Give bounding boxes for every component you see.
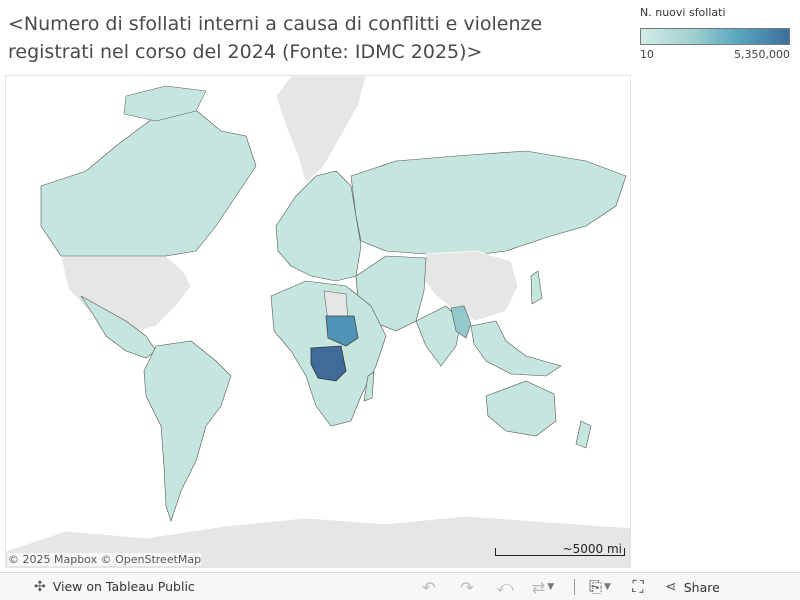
map-scale: ~5000 mi [495,540,626,556]
color-legend: N. nuovi sfollati 10 5,350,000 [640,6,795,61]
country-russia[interactable] [350,150,627,257]
tableau-toolbar: ✣ View on Tableau Public ↶ ↷ ⤺ ⇄ ▼ ⎘ ▼ ⛶ ⋖… [0,572,800,600]
view-on-tableau-link[interactable]: ✣ View on Tableau Public [34,579,195,595]
map-attribution: © 2025 Mapbox © OpenStreetMap [8,553,202,566]
view-on-tableau-label: View on Tableau Public [52,579,195,594]
country-sudan[interactable] [325,315,359,347]
redo-icon: ↷ [460,577,474,597]
revert-button[interactable]: ⤺ [494,576,516,598]
country-mexico[interactable] [80,295,157,359]
legend-max-label: 5,350,000 [734,48,790,61]
fullscreen-icon: ⛶ [632,577,644,596]
country-south-america[interactable] [143,340,232,522]
mapbox-attribution[interactable]: © 2025 Mapbox [8,553,98,566]
map-title: <Numero di sfollati interni a causa di c… [8,13,543,63]
chevron-down-icon: ▼ [603,582,611,592]
world-map[interactable] [5,75,631,568]
country-new-zealand[interactable] [575,420,592,449]
country-usa[interactable] [60,255,192,333]
share-icon: ⋖ [665,579,677,595]
country-madagascar[interactable] [363,371,375,402]
refresh-icon: ⇄ [531,577,546,597]
refresh-button[interactable]: ⇄ ▼ [532,576,554,598]
legend-color-ramp [640,28,790,45]
share-label: Share [683,579,720,595]
scale-label: ~5000 mi [562,542,622,556]
country-india[interactable] [415,305,462,367]
map-canvas[interactable] [6,76,631,568]
country-china[interactable] [420,250,519,322]
share-button[interactable]: ⋖ Share [665,579,720,595]
scale-bar [495,548,625,556]
legend-title: N. nuovi sfollati [640,6,726,19]
legend-min-label: 10 [640,48,654,61]
undo-button[interactable]: ↶ [418,576,440,598]
country-dr-congo[interactable] [310,345,347,382]
osm-attribution[interactable]: © OpenStreetMap [100,553,202,566]
download-button[interactable]: ⎘ ▼ [589,576,611,598]
country-canada[interactable] [40,105,257,257]
redo-button[interactable]: ↷ [456,576,478,598]
country-japan[interactable] [530,270,543,305]
country-myanmar[interactable] [450,305,472,339]
tableau-logo-icon: ✣ [34,578,46,595]
undo-icon: ↶ [422,577,436,597]
revert-icon: ⤺ [496,577,514,596]
download-icon: ⎘ [589,577,602,596]
country-canada-islands[interactable] [123,85,207,122]
toolbar-divider [574,579,575,595]
chevron-down-icon: ▼ [547,582,555,592]
country-greenland[interactable] [275,76,367,185]
fullscreen-button[interactable]: ⛶ [627,576,649,598]
country-australia[interactable] [485,380,557,437]
country-europe[interactable] [275,170,362,282]
country-se-asia[interactable] [470,320,562,377]
